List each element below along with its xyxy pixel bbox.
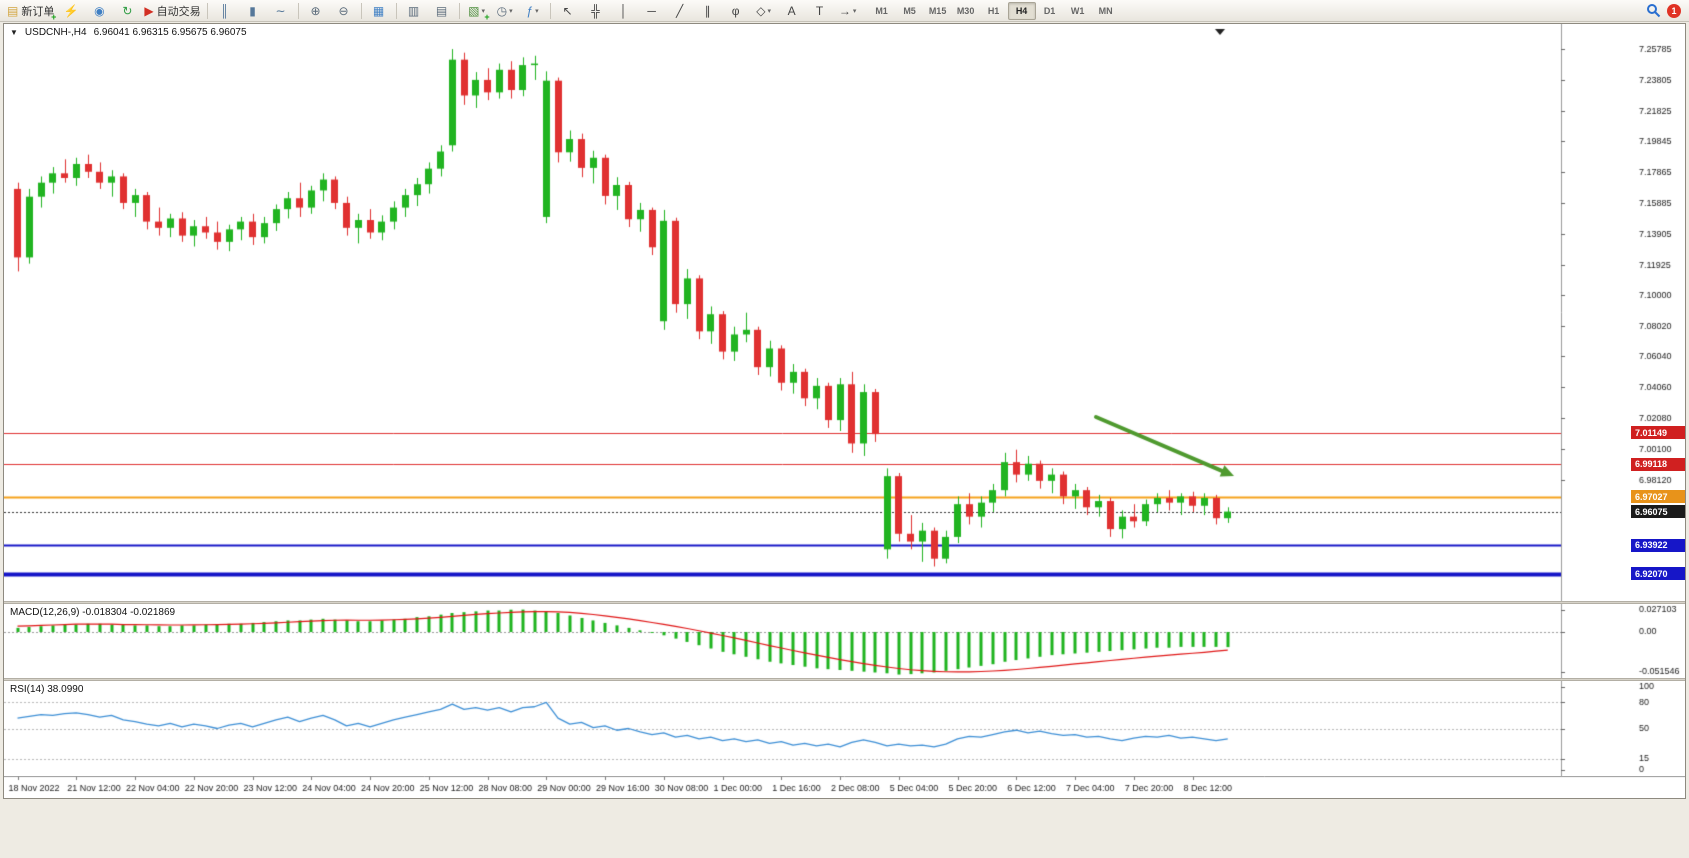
notification-badge[interactable]: 1: [1667, 3, 1681, 18]
zoom-out-button[interactable]: ⊖: [338, 3, 349, 18]
horizontal-line-tool-button[interactable]: ─: [647, 3, 656, 18]
price-tag: 6.97027: [1631, 490, 1685, 504]
one-click-trading-toggle-icon[interactable]: ▼: [10, 28, 18, 37]
timeframe-mn-button[interactable]: MN: [1098, 5, 1113, 16]
crosshair-tool-button[interactable]: ╬: [591, 3, 600, 18]
toolbar-groups: ▤ + 新订单 ⚡ ◉ ↻ ▶ 自动交易 ║ ▮ ∼ ⊕ ⊖ ▦ ▥ ▤ ▧ + ▾ ◷ ▾ ƒ ▾ ↖ ╬ │ ─ ╱ ∥ φ ◇ ▾ A T →…: [4, 0, 862, 22]
arrows-tool-button[interactable]: → ▾: [838, 3, 857, 18]
price-chart-canvas[interactable]: [4, 24, 1685, 601]
macd-panel-canvas[interactable]: [4, 604, 1685, 678]
toolbar-separator: [206, 2, 208, 19]
toolbar-right: 1: [1646, 3, 1685, 18]
chart-title: ▼ USDCNH-,H4 6.96041 6.96315 6.95675 6.9…: [10, 27, 247, 38]
refresh-button[interactable]: ↻: [122, 3, 133, 18]
shapes-tool-button[interactable]: ◇ ▾: [756, 3, 771, 18]
toolbar-separator: [549, 2, 551, 19]
price-tag: 6.92070: [1631, 567, 1685, 581]
grid-windows-button[interactable]: ▦: [372, 3, 385, 18]
zoom-in-button[interactable]: ⊕: [310, 3, 321, 18]
time-axis-canvas[interactable]: [4, 776, 1685, 798]
toolbar: ▤ + 新订单 ⚡ ◉ ↻ ▶ 自动交易 ║ ▮ ∼ ⊕ ⊖ ▦ ▥ ▤ ▧ + ▾ ◷ ▾ ƒ ▾ ↖ ╬ │ ─ ╱ ∥ φ ◇ ▾ A T →…: [0, 0, 1689, 22]
timeframe-m30-button[interactable]: M30: [956, 5, 975, 16]
timeframe-d1-button[interactable]: D1: [1043, 5, 1056, 16]
toolbar-separator: [458, 2, 460, 19]
timeframe-toolbar: M1 M5 M15 M30 H1 H4 D1 W1 MN: [868, 1, 1120, 20]
price-tag: 6.93922: [1631, 538, 1685, 552]
chart-window: ▼ USDCNH-,H4 6.96041 6.96315 6.95675 6.9…: [3, 23, 1686, 799]
rsi-indicator-label: RSI(14) 38.0990: [10, 684, 84, 695]
trendline-tool-button[interactable]: ╱: [675, 3, 684, 18]
price-tag: 6.99118: [1631, 457, 1685, 471]
macd-indicator-label: MACD(12,26,9) -0.018304 -0.021869: [10, 607, 176, 618]
tile-vertical-button[interactable]: ▤: [435, 3, 448, 18]
panel-separator[interactable]: [4, 601, 1685, 604]
autotrading-button[interactable]: ▶ 自动交易: [144, 3, 201, 18]
timeframe-h4-button[interactable]: H4: [1007, 1, 1036, 20]
toolbar-separator: [360, 2, 362, 19]
price-tag: 6.96075: [1631, 505, 1685, 519]
community-button[interactable]: ◉: [94, 3, 105, 18]
price-tag: 7.01149: [1631, 426, 1685, 440]
toolbar-separator: [395, 2, 397, 19]
rsi-panel-canvas[interactable]: [4, 681, 1685, 776]
channel-tool-button[interactable]: ∥: [704, 3, 711, 18]
line-chart-button[interactable]: ∼: [275, 3, 286, 18]
vertical-line-tool-button[interactable]: │: [619, 3, 628, 18]
new-order-button[interactable]: ▤ + 新订单: [7, 3, 57, 22]
candles-chart-button[interactable]: ▮: [249, 3, 256, 18]
market-lightning-button[interactable]: ⚡: [63, 3, 79, 18]
chart-symbol-period: USDCNH-,H4: [24, 27, 87, 38]
timeframe-w1-button[interactable]: W1: [1070, 5, 1085, 16]
tile-horizontal-button[interactable]: ▥: [407, 3, 420, 18]
timeframe-m15-button[interactable]: M15: [928, 5, 947, 16]
cursor-tool-button[interactable]: ↖: [562, 3, 573, 18]
new-chart-button[interactable]: ▧ + ▾: [468, 3, 490, 22]
indicators-button[interactable]: ƒ ▾: [526, 3, 539, 18]
timeframes-clock-button[interactable]: ◷ ▾: [496, 3, 513, 18]
bars-chart-button[interactable]: ║: [220, 3, 229, 18]
fibonacci-tool-button[interactable]: φ: [731, 3, 740, 18]
timeframe-h1-button[interactable]: H1: [987, 5, 1000, 16]
toolbar-separator: [297, 2, 299, 19]
timeframe-m5-button[interactable]: M5: [903, 5, 916, 16]
text-tool-button[interactable]: A: [787, 3, 796, 18]
timeframe-m1-button[interactable]: M1: [875, 5, 888, 16]
panel-separator[interactable]: [4, 678, 1685, 681]
search-icon[interactable]: [1646, 3, 1661, 18]
chart-ohlc-quotes: 6.96041 6.96315 6.95675 6.96075: [93, 27, 247, 38]
label-tool-button[interactable]: T: [815, 3, 824, 18]
